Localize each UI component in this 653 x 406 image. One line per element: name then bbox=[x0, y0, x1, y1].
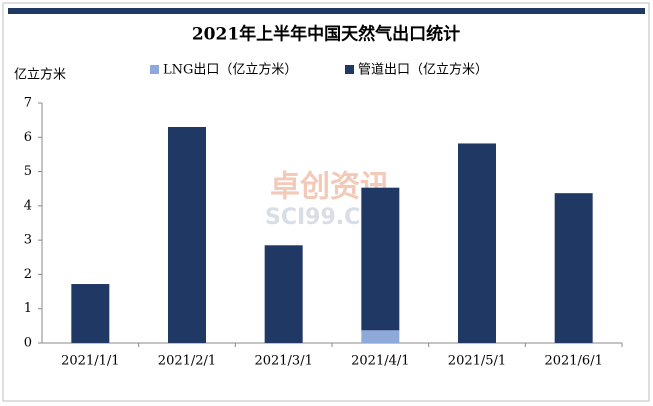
x-tick-label: 2021/3/1 bbox=[254, 354, 312, 369]
legend-swatch bbox=[150, 65, 159, 74]
y-tick-label: 0 bbox=[24, 336, 32, 351]
chart-title: 2021年上半年中国天然气出口统计 bbox=[192, 24, 460, 45]
y-tick-label: 4 bbox=[24, 198, 32, 213]
bar bbox=[361, 187, 400, 331]
x-tick-label: 2021/4/1 bbox=[351, 354, 409, 369]
bar bbox=[458, 143, 496, 343]
bar bbox=[168, 127, 206, 343]
bar bbox=[264, 245, 303, 343]
header-bar bbox=[8, 8, 645, 14]
x-tick-label: 2021/1/1 bbox=[61, 354, 119, 369]
y-tick-label: 2 bbox=[24, 267, 32, 282]
x-tick-label: 2021/6/1 bbox=[544, 354, 602, 369]
frame bbox=[2, 2, 650, 402]
x-tick-label: 2021/5/1 bbox=[448, 354, 506, 369]
y-tick-label: 3 bbox=[24, 233, 32, 248]
y-tick-label: 6 bbox=[24, 130, 32, 145]
y-tick-label: 7 bbox=[24, 96, 32, 111]
bar bbox=[361, 330, 400, 343]
legend-label: LNG出口（亿立方米） bbox=[163, 62, 297, 78]
y-tick-label: 5 bbox=[24, 164, 32, 179]
x-tick-label: 2021/2/1 bbox=[158, 354, 216, 369]
legend-label: 管道出口（亿立方米） bbox=[358, 62, 488, 78]
y-axis-label: 亿立方米 bbox=[14, 67, 66, 83]
bar bbox=[71, 284, 110, 343]
legend-swatch bbox=[345, 65, 354, 74]
y-tick-label: 1 bbox=[24, 301, 32, 316]
bar bbox=[554, 193, 593, 343]
